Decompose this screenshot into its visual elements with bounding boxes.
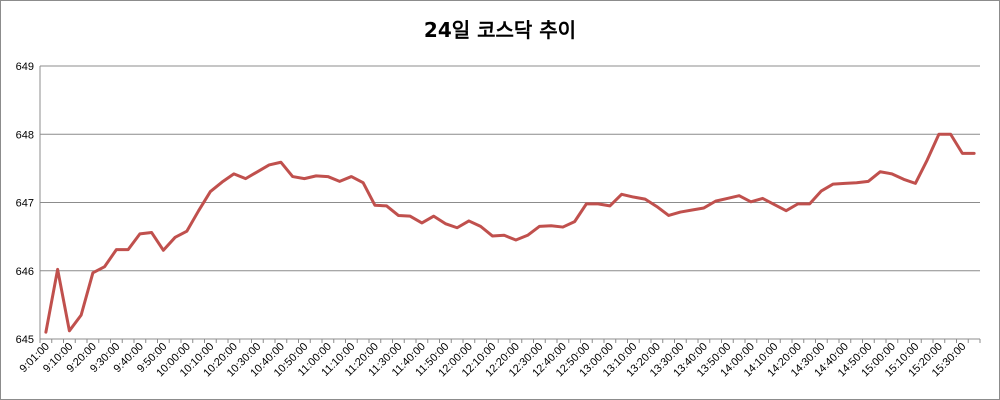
- data-point: [773, 203, 776, 206]
- data-point: [115, 248, 118, 251]
- data-point: [444, 222, 447, 225]
- data-point: [385, 204, 388, 207]
- data-point: [44, 331, 47, 334]
- data-point: [749, 200, 752, 203]
- data-point: [291, 175, 294, 178]
- chart-title: 24일 코스닥 추이: [423, 18, 577, 42]
- data-point: [714, 200, 717, 203]
- data-point: [279, 161, 282, 164]
- data-point: [409, 215, 412, 218]
- data-point: [796, 202, 799, 205]
- data-point: [150, 231, 153, 234]
- data-point: [597, 202, 600, 205]
- data-point: [620, 193, 623, 196]
- data-point: [926, 159, 929, 162]
- data-point: [726, 197, 729, 200]
- data-point: [162, 249, 165, 252]
- data-point: [479, 225, 482, 228]
- data-point: [820, 189, 823, 192]
- data-point: [738, 194, 741, 197]
- data-point: [608, 204, 611, 207]
- data-point: [432, 215, 435, 218]
- data-point: [949, 133, 952, 136]
- data-point: [174, 236, 177, 239]
- data-point: [91, 271, 94, 274]
- data-point: [244, 177, 247, 180]
- data-point: [550, 224, 553, 227]
- data-point: [679, 211, 682, 214]
- data-point: [573, 220, 576, 223]
- y-tick-label-648: 648: [16, 129, 34, 141]
- data-point: [373, 204, 376, 207]
- data-point: [655, 205, 658, 208]
- data-point: [232, 172, 235, 175]
- data-point: [538, 225, 541, 228]
- data-point: [56, 268, 59, 271]
- data-point: [761, 197, 764, 200]
- data-point: [338, 180, 341, 183]
- data-point: [420, 221, 423, 224]
- data-point: [644, 198, 647, 201]
- data-point: [397, 214, 400, 217]
- y-tick-label-645: 645: [16, 334, 34, 346]
- y-tick-label-649: 649: [16, 61, 34, 73]
- data-point: [491, 234, 494, 237]
- data-point: [691, 209, 694, 212]
- data-point: [808, 202, 811, 205]
- data-point: [467, 219, 470, 222]
- data-point: [503, 234, 506, 237]
- data-point: [890, 172, 893, 175]
- data-point: [268, 163, 271, 166]
- data-point: [326, 175, 329, 178]
- data-point: [350, 175, 353, 178]
- data-point: [127, 248, 130, 251]
- data-point: [80, 314, 83, 317]
- y-tick-label-647: 647: [16, 198, 34, 210]
- data-point: [855, 181, 858, 184]
- data-point: [785, 209, 788, 212]
- data-point: [514, 239, 517, 242]
- data-point: [315, 174, 318, 177]
- data-point: [832, 183, 835, 186]
- data-point: [973, 152, 976, 155]
- data-point: [914, 182, 917, 185]
- data-point: [209, 190, 212, 193]
- data-point: [362, 181, 365, 184]
- data-point: [303, 177, 306, 180]
- data-point: [526, 234, 529, 237]
- data-point: [585, 202, 588, 205]
- data-point: [667, 214, 670, 217]
- data-point: [197, 209, 200, 212]
- data-point: [138, 232, 141, 235]
- data-point: [185, 230, 188, 233]
- data-point: [937, 133, 940, 136]
- data-point: [702, 206, 705, 209]
- data-point: [221, 181, 224, 184]
- data-point: [68, 329, 71, 332]
- data-point: [456, 226, 459, 229]
- data-point: [256, 170, 259, 173]
- data-point: [103, 265, 106, 268]
- data-point: [867, 180, 870, 183]
- series-line: [44, 132, 976, 334]
- data-point: [632, 196, 635, 199]
- data-point: [961, 152, 964, 155]
- data-point: [561, 226, 564, 229]
- data-point: [902, 178, 905, 181]
- data-point: [843, 182, 846, 185]
- y-tick-label-646: 646: [16, 266, 34, 278]
- data-point: [879, 170, 882, 173]
